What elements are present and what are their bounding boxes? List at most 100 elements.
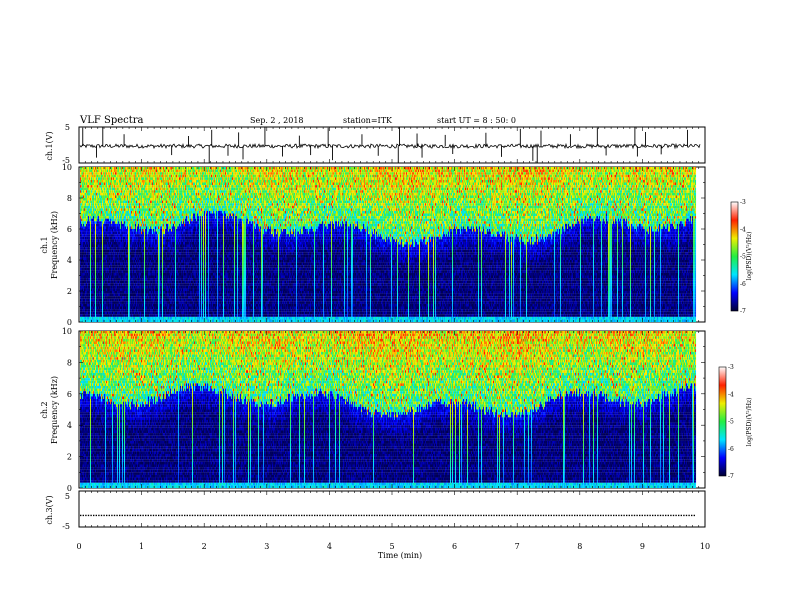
spectrogram-cell <box>95 208 96 211</box>
spectrogram-cell <box>98 219 99 222</box>
spectrogram-cell <box>90 257 91 260</box>
spectrogram-cell <box>100 255 101 258</box>
spectrogram-cell <box>87 286 88 289</box>
spectrogram-cell <box>80 270 81 273</box>
spectrogram-cell <box>82 219 83 222</box>
spectrogram-cell <box>102 283 103 286</box>
spectrogram-cell <box>102 188 103 191</box>
spectrogram-cell <box>96 201 97 204</box>
spectrogram-cell <box>85 250 86 253</box>
spectrogram-cell <box>96 288 97 291</box>
spectrogram-cell <box>86 247 87 250</box>
spectrogram-cell <box>94 250 95 253</box>
spectrogram-cell <box>87 304 88 307</box>
spectrogram-cell <box>98 281 99 284</box>
spectrogram-cell <box>85 214 86 217</box>
spectrogram-cell <box>80 260 81 263</box>
spectrogram-cell <box>95 312 96 315</box>
spectrogram-cell <box>100 193 101 196</box>
spectrogram-cell <box>82 203 83 206</box>
spectrogram-cell <box>94 301 95 304</box>
spectrogram-cell <box>102 195 103 198</box>
spectrogram-cell <box>82 214 83 217</box>
spectrogram-cell <box>94 170 95 173</box>
spectrogram-cell <box>84 304 85 307</box>
spectrogram-cell <box>101 237 102 240</box>
spectrogram-cell <box>87 183 88 186</box>
spectrogram-cell <box>80 250 81 253</box>
spectrogram-cell <box>100 296 101 299</box>
spectrogram-cell <box>91 216 92 219</box>
spectrogram-cell <box>83 242 84 245</box>
spectrogram-cell <box>102 214 103 217</box>
spectrogram-cell <box>95 263 96 266</box>
spectrogram-cell <box>83 247 84 250</box>
ch1-ytick-top: 5 <box>65 123 70 132</box>
spectrogram-cell <box>81 203 82 206</box>
spectrogram-cell <box>83 270 84 273</box>
spectrogram-cell <box>89 260 90 263</box>
spectrogram-cell <box>102 239 103 242</box>
spectrogram-cell <box>96 177 97 180</box>
spectrogram-cell <box>82 291 83 294</box>
spectrogram-cell <box>100 175 101 178</box>
spectrogram-cell <box>99 304 100 307</box>
spectrogram-cell <box>97 242 98 245</box>
spectrogram-cell <box>89 268 90 271</box>
spectrogram-cell <box>90 301 91 304</box>
spectrogram-cell <box>86 319 87 322</box>
spectrogram-cell <box>93 198 94 201</box>
spectrogram-cell <box>102 288 103 291</box>
spectrogram-cell <box>92 214 93 217</box>
spectrogram-cell <box>91 185 92 188</box>
spectrogram-cell <box>85 276 86 279</box>
spectrogram-cell <box>81 167 82 170</box>
spectrogram-cell <box>87 167 88 170</box>
spectrogram-cell <box>89 211 90 214</box>
spectrogram-cell <box>80 172 81 175</box>
spectrogram-cell <box>93 286 94 289</box>
spectrogram-cell <box>97 193 98 196</box>
spectrogram-cell <box>92 193 93 196</box>
spectrogram-cell <box>95 201 96 204</box>
spectrogram-cell <box>92 242 93 245</box>
spectrogram-cell <box>101 273 102 276</box>
spectrogram-cell <box>93 317 94 320</box>
spectrogram-cell <box>87 198 88 201</box>
spectrogram-cell <box>101 309 102 312</box>
spectrogram-cell <box>80 288 81 291</box>
spectrogram-cell <box>91 278 92 281</box>
spectrogram-cell <box>94 237 95 240</box>
spectrogram-cell <box>92 172 93 175</box>
spectrogram-cell <box>85 281 86 284</box>
spectrogram-cell <box>81 229 82 232</box>
spectrogram-cell <box>89 185 90 188</box>
spectrogram-cell <box>86 317 87 320</box>
spectrogram-cell <box>87 252 88 255</box>
spectrogram-cell <box>92 257 93 260</box>
spectrogram-cell <box>84 219 85 222</box>
spectrogram-cell <box>87 172 88 175</box>
spectrogram-cell <box>90 198 91 201</box>
spectrogram-cell <box>92 250 93 253</box>
spectrogram-cell <box>86 206 87 209</box>
spectrogram-cell <box>94 296 95 299</box>
spectrogram-cell <box>93 190 94 193</box>
spectrogram-cell <box>91 221 92 224</box>
spectrogram-cell <box>90 188 91 191</box>
spectrogram-cell <box>88 288 89 291</box>
spectrogram-cell <box>96 257 97 260</box>
spectrogram-cell <box>83 265 84 268</box>
spectrogram-cell <box>98 260 99 263</box>
spectrogram-cell <box>92 180 93 183</box>
spectrogram-cell <box>95 317 96 320</box>
spectrogram-cell <box>84 288 85 291</box>
spectrogram-cell <box>86 175 87 178</box>
spectrogram-cell <box>102 177 103 180</box>
spectrogram-cell <box>94 183 95 186</box>
spectrogram-cell <box>94 309 95 312</box>
spectrogram-cell <box>96 172 97 175</box>
spectrogram-cell <box>92 296 93 299</box>
spectrogram-cell <box>98 206 99 209</box>
spectrogram-cell <box>93 185 94 188</box>
